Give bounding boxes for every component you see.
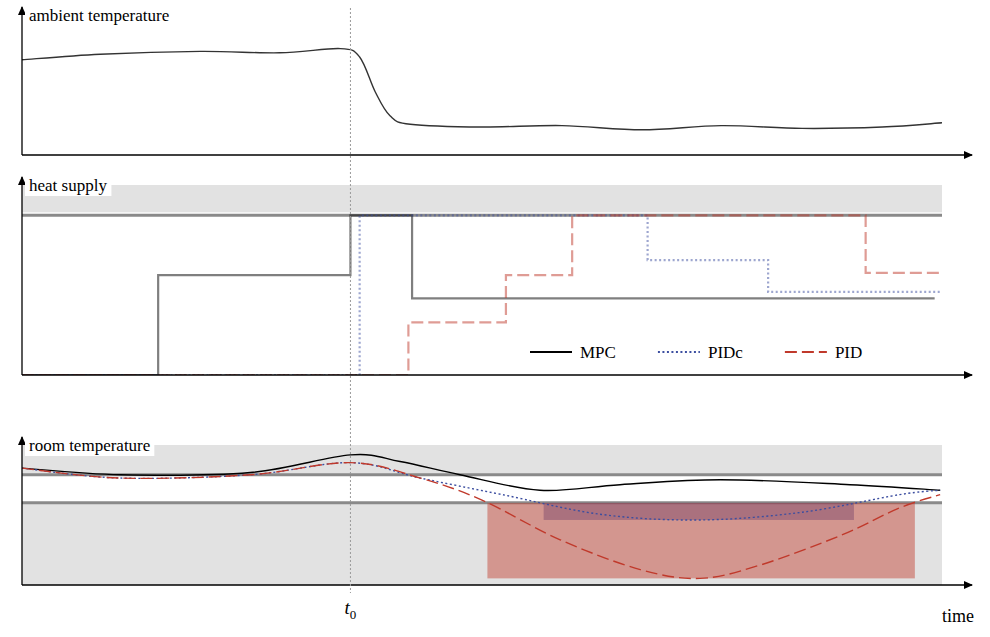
violation-area [487,503,914,579]
data-line [22,215,942,375]
data-line [22,215,935,375]
marks [22,49,942,130]
panel-title-group: heat supply [25,175,111,196]
panel: heat supply MPC PIDc PID [22,175,972,375]
legend-swatch [530,351,572,353]
legend-swatch [785,351,827,353]
time-marker [350,8,351,593]
panel-title: room temperature [29,436,150,455]
marks [22,215,942,375]
y-axis [21,437,22,585]
data-line [22,215,942,375]
title-background [25,435,154,456]
x-axis [22,584,972,585]
violation-band [22,503,942,585]
legend-label: PID [835,343,862,362]
panel: room temperature time t0 [22,435,974,626]
title-background [25,5,173,26]
figure: ambient temperature heat supply MPC PIDc PID… [0,0,990,637]
panel-title-group: ambient temperature [25,5,173,26]
bounds [22,185,942,215]
legend-label: PIDc [708,343,743,362]
data-line [22,463,940,579]
panel: ambient temperature [22,5,972,155]
data-line [22,463,940,520]
time-marker-subscript: 0 [350,607,357,622]
legend-swatch [658,351,700,353]
panel-title: ambient temperature [29,6,169,25]
data-line [22,455,940,491]
violation-band [22,185,942,212]
bounds [22,445,942,585]
legend-label: MPC [580,343,616,362]
y-axis [21,177,22,375]
data-line [22,49,942,130]
x-axis [22,154,972,155]
y-axis [21,7,22,155]
title-background [25,175,111,196]
x-axis [22,374,972,375]
violation-band [22,445,942,475]
time-marker-label: t0 [345,597,357,622]
panel-title-group: room temperature [25,435,154,456]
x-axis-label: time [942,606,974,626]
marks [22,455,940,579]
panel-title: heat supply [29,176,107,195]
